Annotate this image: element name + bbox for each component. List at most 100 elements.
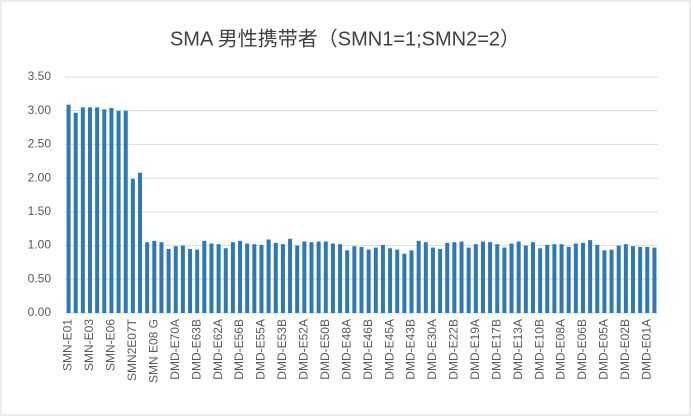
y-tick-label: 2.00 [28, 170, 52, 184]
bar [188, 248, 193, 313]
x-tick-label: SMN-E01 [61, 319, 75, 371]
bar [238, 240, 243, 313]
bar [245, 243, 250, 313]
bar [409, 250, 414, 313]
bar [559, 244, 564, 313]
bar [209, 243, 214, 313]
y-tick-label: 3.50 [28, 69, 52, 83]
bar [466, 247, 471, 313]
bar [395, 249, 400, 313]
bar [552, 244, 557, 313]
x-tick-label: DMD-E48A [339, 319, 353, 380]
x-tick-label: DMD-E56B [232, 319, 246, 380]
bar [509, 243, 514, 313]
x-tick-label: DMD-E30A [425, 319, 439, 380]
bar [530, 242, 535, 313]
bar [352, 246, 357, 313]
x-tick-label: SMN2E07T [125, 318, 139, 381]
x-tick-label: DMD-E55A [254, 319, 268, 380]
bar [323, 241, 328, 313]
x-tick-label: DMD-E52A [297, 319, 311, 380]
bar [216, 244, 221, 313]
bar [73, 112, 78, 313]
bar [652, 247, 657, 313]
bar [359, 246, 364, 313]
bar [230, 242, 235, 313]
chart-title: SMA 男性携带者（SMN1=1;SMN2=2） [170, 27, 520, 50]
bar [109, 108, 114, 313]
bar [609, 249, 614, 313]
x-tick-label: SMN-E03 [82, 319, 96, 371]
bar [145, 242, 150, 313]
bar [380, 244, 385, 313]
x-tick-label: DMD-E17B [489, 319, 503, 380]
bar [645, 246, 650, 313]
bar [180, 245, 185, 313]
bar [195, 249, 200, 313]
bar [259, 244, 264, 313]
bar [152, 240, 157, 313]
bar [438, 248, 443, 313]
bar [166, 248, 171, 313]
x-tick-label: DMD-E02B [618, 319, 632, 380]
x-tick-label: DMD-E62A [211, 319, 225, 380]
x-tick-label: DMD-E22B [447, 319, 461, 380]
bar [459, 241, 464, 313]
bar [623, 244, 628, 313]
bar [538, 248, 543, 313]
bar [416, 240, 421, 313]
bar [488, 242, 493, 313]
bar [223, 248, 228, 313]
bar [580, 242, 585, 313]
bar [516, 241, 521, 313]
bar [573, 243, 578, 313]
bar [616, 245, 621, 313]
y-tick-label: 0.50 [28, 271, 52, 285]
bar [423, 242, 428, 313]
bar [545, 244, 550, 313]
bar [266, 239, 271, 313]
bar [309, 242, 314, 313]
x-tick-label: DMD-E70A [168, 319, 182, 380]
x-tick-label: DMD-E46B [361, 319, 375, 380]
bar [452, 242, 457, 313]
y-tick-label: 1.00 [28, 238, 52, 252]
bar [95, 107, 100, 313]
bar [523, 245, 528, 313]
y-tick-label: 3.00 [28, 103, 52, 117]
bar [630, 246, 635, 313]
y-tick-label: 1.50 [28, 204, 52, 218]
bar [130, 178, 135, 313]
bar [252, 244, 257, 313]
bar [373, 247, 378, 313]
x-tick-label: DMD-E05A [597, 319, 611, 380]
bar [159, 242, 164, 313]
x-tick-label: DMD-E01A [639, 319, 653, 380]
x-tick-label: DMD-E06B [575, 319, 589, 380]
bar [273, 242, 278, 313]
x-tick-label: DMD-E13A [511, 319, 525, 380]
bar [473, 244, 478, 313]
bar [280, 244, 285, 313]
x-tick-label: SMN-E06 [104, 319, 118, 371]
bar [295, 245, 300, 313]
bar [430, 247, 435, 313]
bar [330, 243, 335, 313]
y-tick-label: 2.50 [28, 137, 52, 151]
y-tick-label: 0.00 [28, 305, 52, 319]
x-tick-label: DMD-E43B [404, 319, 418, 380]
bar [502, 247, 507, 313]
bar [566, 246, 571, 313]
bar [338, 244, 343, 313]
x-tick-label: DMD-E50B [318, 319, 332, 380]
x-tick-label: DMD-E08A [554, 319, 568, 380]
bar [595, 244, 600, 313]
bar [402, 253, 407, 313]
bar [102, 109, 107, 313]
bar [116, 110, 121, 313]
x-tick-label: DMD-E63B [189, 319, 203, 380]
x-tick-label: DMD-E19A [468, 319, 482, 380]
bar [138, 172, 143, 313]
bar [123, 110, 128, 313]
bar [173, 246, 178, 313]
